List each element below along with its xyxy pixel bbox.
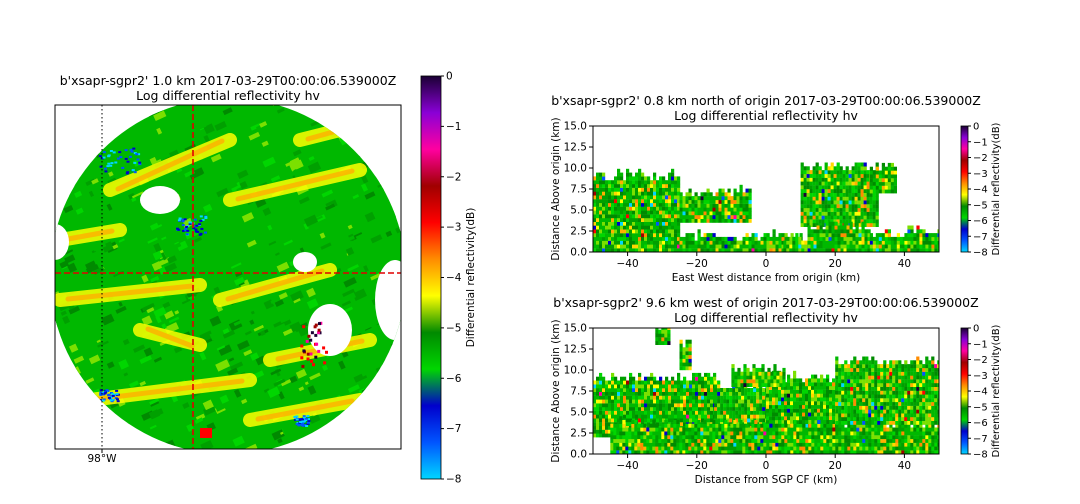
colorbar-tick-label: −5 [446, 322, 461, 334]
x-tick-label: 0 [763, 460, 770, 472]
x-tick-label: 0 [763, 258, 770, 270]
colorbar-tick-label: −7 [973, 434, 988, 445]
colorbar-tick-label: −1 [973, 339, 988, 350]
y-tick-label: 15.0 [564, 323, 587, 335]
colorbar-tick-label: −8 [973, 450, 988, 461]
colorbar-tick-label: −2 [973, 153, 988, 164]
x-tick-label: 40 [898, 258, 911, 270]
colorbar-tick-label: −3 [446, 222, 461, 234]
xs2-ylabel: Distance Above origin (km) [550, 319, 562, 462]
colorbar-tick-label: 0 [973, 122, 979, 133]
y-tick-label: 10.0 [564, 163, 587, 175]
ppi-title: b'xsapr-sgpr2' 1.0 km 2017-03-29T00:00:0… [60, 73, 397, 88]
colorbar-tick-label: −2 [446, 171, 461, 183]
ppi-colorbar: 0 −1 −2 −3 −4 −5 −6 −7 −8 Differential reflectivi… [420, 71, 477, 486]
colorbar-label: Differential reflectivity(dB) [991, 324, 1002, 457]
colorbar-tick-label: 0 [973, 324, 979, 335]
colorbar-tick-label: −4 [446, 272, 462, 284]
ppi-heatmap [55, 105, 401, 449]
colorbar-tick-label: 0 [446, 71, 453, 83]
colorbar-label: Differential reflectivity(dB) [465, 208, 477, 348]
y-tick-label: 10.0 [564, 365, 587, 377]
ppi-axes-frame [54, 104, 402, 450]
ppi-x-tick-label: 98°W [88, 453, 118, 465]
colorbar-gradient [420, 75, 442, 480]
xs2-title: b'xsapr-sgpr2' 9.6 km west of origin 201… [553, 295, 978, 310]
xs1-xlabel: East West distance from origin (km) [672, 272, 860, 284]
y-tick-label: 2.5 [570, 226, 587, 238]
colorbar-tick-label: −7 [973, 232, 988, 243]
colorbar-tick-label: −5 [973, 200, 988, 211]
xs2-heatmap [593, 328, 939, 454]
colorbar-tick-label: −8 [973, 248, 988, 259]
x-tick-label: −40 [617, 460, 639, 472]
xs2-colorbar: 0 −1 −2 −3 −4 −5 −6 −7 −8 Differential reflectivi… [960, 324, 1002, 461]
x-tick-label: −20 [686, 460, 708, 472]
y-tick-label: 7.5 [570, 184, 587, 196]
x-tick-label: 20 [829, 258, 842, 270]
colorbar-gradient [960, 327, 969, 455]
y-tick-label: 0.0 [570, 247, 587, 259]
xsection-north-panel: b'xsapr-sgpr2' 0.8 km north of origin 20… [550, 93, 981, 284]
xs2-subtitle: Log differential reflectivity hv [674, 310, 858, 325]
colorbar-tick-label: −5 [973, 402, 988, 413]
colorbar-tick-label: −6 [973, 418, 988, 429]
ppi-subtitle: Log differential reflectivity hv [136, 88, 320, 103]
x-tick-label: 40 [898, 460, 911, 472]
colorbar-tick-label: −4 [973, 387, 988, 398]
y-tick-label: 5.0 [570, 205, 587, 217]
colorbar-tick-label: −3 [973, 371, 988, 382]
y-tick-label: 2.5 [570, 428, 587, 440]
y-tick-label: 0.0 [570, 449, 587, 461]
x-tick-label: −40 [617, 258, 639, 270]
xs2-xlabel: Distance from SGP CF (km) [695, 474, 838, 486]
colorbar-tick-label: −2 [973, 355, 988, 366]
colorbar-tick-label: −4 [973, 185, 988, 196]
colorbar-tick-label: −6 [446, 373, 462, 385]
y-tick-label: 12.5 [564, 142, 587, 154]
y-tick-label: 7.5 [570, 386, 587, 398]
colorbar-gradient [960, 125, 969, 253]
y-tick-label: 5.0 [570, 407, 587, 419]
y-tick-label: 12.5 [564, 344, 587, 356]
colorbar-tick-label: −3 [973, 169, 988, 180]
xsection-west-panel: b'xsapr-sgpr2' 9.6 km west of origin 201… [550, 295, 979, 486]
xs1-colorbar: 0 −1 −2 −3 −4 −5 −6 −7 −8 Differential reflectivi… [960, 122, 1002, 259]
y-tick-label: 15.0 [564, 121, 587, 133]
colorbar-label: Differential reflectivity(dB) [991, 122, 1002, 255]
x-tick-label: 20 [829, 460, 842, 472]
xs1-subtitle: Log differential reflectivity hv [674, 108, 858, 123]
xs1-ylabel: Distance Above origin (km) [550, 117, 562, 260]
colorbar-tick-label: −1 [446, 121, 461, 133]
colorbar-tick-label: −7 [446, 423, 461, 435]
x-tick-label: −20 [686, 258, 708, 270]
colorbar-tick-label: −8 [446, 474, 461, 486]
colorbar-tick-label: −6 [973, 216, 988, 227]
colorbar-tick-label: −1 [973, 137, 988, 148]
xs1-title: b'xsapr-sgpr2' 0.8 km north of origin 20… [551, 93, 981, 108]
ppi-panel: b'xsapr-sgpr2' 1.0 km 2017-03-29T00:00:0… [54, 73, 402, 465]
xs1-heatmap [593, 162, 939, 252]
